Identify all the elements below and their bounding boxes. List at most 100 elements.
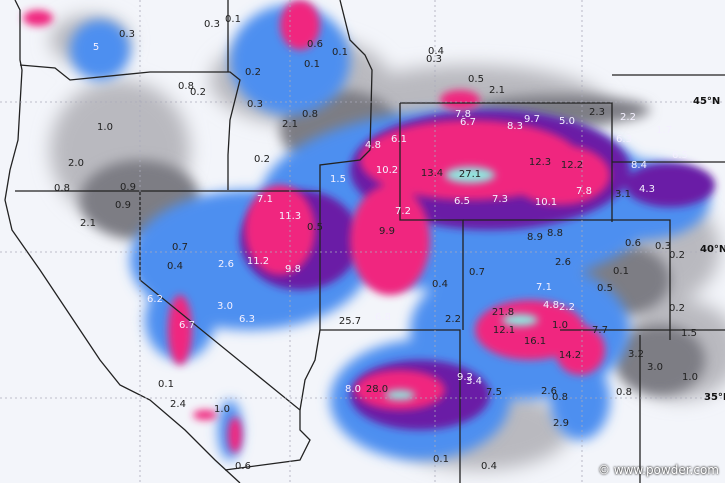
- snow-amount-label: 0.1: [332, 47, 348, 58]
- snow-amount-label: 12.1: [492, 325, 516, 336]
- snow-amount-label: 6.3: [616, 134, 632, 145]
- snow-amount-label: 10.2: [375, 165, 399, 176]
- snow-amount-label: 0.1: [158, 379, 174, 390]
- snow-amount-label: 2.4: [170, 399, 186, 410]
- snow-amount-label: 0.6: [625, 238, 641, 249]
- snow-amount-label: 3.4: [466, 376, 482, 387]
- snow-amount-label: 0.2: [254, 154, 270, 165]
- snow-amount-label: 2.9: [553, 418, 569, 429]
- snow-amount-label: 8.8: [547, 228, 563, 239]
- snow-amount-label: 0.1: [613, 266, 629, 277]
- snow-amount-label: 4.8: [543, 300, 559, 311]
- snow-amount-label: 3.1: [615, 189, 631, 200]
- snow-amount-label: 8.0: [345, 384, 361, 395]
- snow-amount-label: 28.0: [365, 384, 389, 395]
- snow-amount-label: 0.8: [616, 387, 632, 398]
- boundaries: [4, 0, 725, 483]
- snow-amount-label: 2.1: [80, 218, 96, 229]
- watermark: © www.powder.com: [597, 463, 719, 477]
- latitude-label: 40°N: [700, 244, 725, 255]
- snow-amount-label: 12.3: [528, 157, 552, 168]
- snow-amount-label: 0.7: [172, 242, 188, 253]
- snow-amount-label: 0.4: [481, 461, 497, 472]
- snow-amount-label: 0.2: [669, 250, 685, 261]
- snow-amount-label: 9.2: [457, 372, 473, 383]
- snow-amount-label: 2.2: [559, 302, 575, 313]
- snow-amount-label: 2.1: [282, 119, 298, 130]
- snow-amount-label: 0.3: [655, 241, 671, 252]
- snow-amount-label: 0.3: [119, 29, 135, 40]
- snow-amount-label: 11.2: [246, 256, 270, 267]
- snow-amount-label: 1.5: [681, 328, 697, 339]
- snow-amount-label: 0.3: [426, 54, 442, 65]
- snow-amount-label: 11.3: [278, 211, 302, 222]
- snow-amount-label: 9.9: [379, 226, 395, 237]
- snow-amount-label: 8.3: [507, 121, 523, 132]
- snow-amount-label: 2.1: [489, 85, 505, 96]
- snow-amount-label: 2.2: [620, 112, 636, 123]
- snow-amount-label: 5.0: [559, 116, 575, 127]
- snow-amount-label: 2.0: [68, 158, 84, 169]
- extreme-snow-areas: [385, 167, 538, 400]
- snow-amount-label: 9.8: [285, 264, 301, 275]
- latitude-label: 45°N: [693, 96, 721, 107]
- snow-amount-label: 27.1: [458, 169, 482, 180]
- snow-amount-label: 9.7: [524, 114, 540, 125]
- snow-amount-label: 7.2: [395, 206, 411, 217]
- snow-amount-label: 1.0: [214, 404, 230, 415]
- snow-amount-label: 0.6: [235, 461, 251, 472]
- snow-amount-label: 0.2: [245, 67, 261, 78]
- snow-amount-label: 7.8: [455, 109, 471, 120]
- snow-amount-label: 8.4: [631, 160, 647, 171]
- snow-amount-label: 0.9: [120, 182, 136, 193]
- snow-amount-label: 21.8: [491, 307, 515, 318]
- snow-amount-label: 0.5: [307, 222, 323, 233]
- snow-amount-label: 14.2: [558, 350, 582, 361]
- snow-amount-label: 0.5: [468, 74, 484, 85]
- snow-amount-label: 0.1: [304, 59, 320, 70]
- snow-amount-label: 0.1: [225, 14, 241, 25]
- snow-amount-label: 0.1: [433, 454, 449, 465]
- snow-amount-label: 0.8: [302, 109, 318, 120]
- snow-amount-label: 6.2: [147, 294, 163, 305]
- snow-amount-label: 6.7: [179, 320, 195, 331]
- snow-amount-label: 7.8: [576, 186, 592, 197]
- snow-amount-label: 8.9: [527, 232, 543, 243]
- snow-amount-label: 5: [92, 42, 100, 53]
- snow-amount-label: 0.7: [469, 267, 485, 278]
- snow-amount-label: 7.1: [257, 194, 273, 205]
- snow-amount-label: 6.7: [460, 117, 476, 128]
- snow-amount-label: 0.4: [432, 279, 448, 290]
- latitude-label: 35°N: [704, 392, 725, 403]
- snow-amount-label: 0.8: [178, 81, 194, 92]
- snow-amount-label: 2.6: [218, 259, 234, 270]
- snow-amount-label: 10.1: [534, 197, 558, 208]
- snow-amount-label: 3.0: [217, 301, 233, 312]
- snow-amount-label: 2.6: [541, 386, 557, 397]
- snow-amount-label: 3.0: [647, 362, 663, 373]
- snow-amount-label: 0.4: [167, 261, 183, 272]
- snow-amount-label: 3.2: [628, 349, 644, 360]
- snow-amount-label: 0.2: [669, 303, 685, 314]
- snow-amount-label: 13.4: [420, 168, 444, 179]
- snow-amount-label: 4.3: [639, 184, 655, 195]
- snow-amount-label: 0.5: [597, 283, 613, 294]
- snow-amount-label: 6.8: [375, 312, 391, 323]
- snow-amount-label: 1.7: [656, 125, 672, 136]
- snow-amount-label: 25.7: [338, 316, 362, 327]
- snow-amount-label: 1.0: [682, 372, 698, 383]
- snow-amount-label: 6.1: [391, 134, 407, 145]
- snow-amount-label: 2.3: [589, 107, 605, 118]
- snow-amount-label: 2.2: [445, 314, 461, 325]
- very-heavy-snow-areas: [23, 0, 610, 453]
- snow-amount-label: 6.5: [454, 196, 470, 207]
- snow-amount-label: 0.9: [115, 200, 131, 211]
- snow-amount-label: 0.8: [54, 183, 70, 194]
- snow-amount-label: 16.1: [523, 336, 547, 347]
- snow-amount-label: 1.0: [97, 122, 113, 133]
- snow-amount-label: 7.3: [492, 194, 508, 205]
- snow-amount-label: 1.5: [330, 174, 346, 185]
- snow-amount-label: 0.3: [247, 99, 263, 110]
